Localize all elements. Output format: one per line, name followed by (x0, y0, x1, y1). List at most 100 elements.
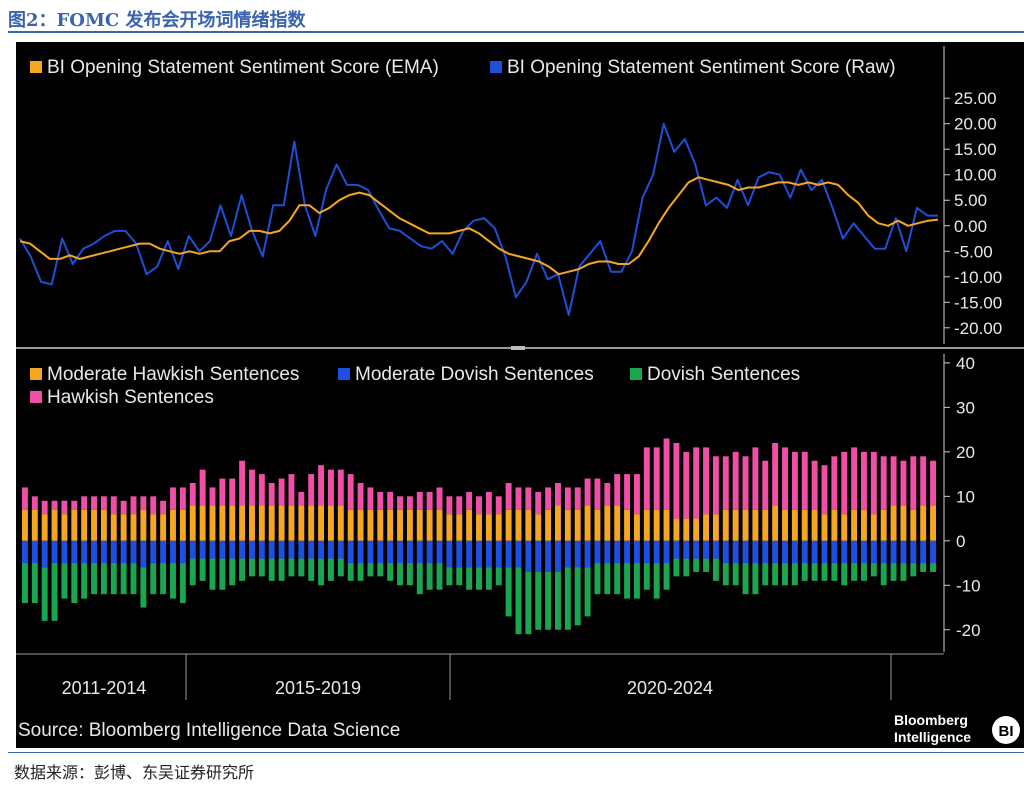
bar-moderate-hawkish (564, 509, 571, 541)
bar-moderate-hawkish (742, 509, 749, 541)
bar-hawkish (219, 478, 226, 506)
bar-moderate-dovish (673, 540, 680, 559)
bar-dovish (239, 558, 246, 581)
bar-hawkish (160, 500, 167, 515)
bar-moderate-dovish (179, 540, 186, 564)
bar-hawkish (525, 487, 532, 510)
bar-moderate-hawkish (61, 514, 68, 541)
bar-hawkish (100, 496, 107, 510)
bar-dovish (179, 563, 186, 604)
bar-hawkish (367, 487, 374, 510)
source-label: Source: Bloomberg Intelligence Data Scie… (18, 720, 400, 741)
bar-hawkish (782, 447, 788, 510)
x-group-label-2020-2024: 2020-2024 (627, 678, 713, 698)
bar-moderate-dovish (426, 540, 433, 564)
bar-moderate-hawkish (703, 514, 709, 541)
bar-hawkish (910, 456, 917, 510)
bar-hawkish (406, 496, 413, 510)
bar-moderate-dovish (791, 540, 798, 564)
bar-moderate-dovish (219, 540, 226, 559)
bar-moderate-hawkish (397, 509, 403, 541)
bar-moderate-hawkish (446, 514, 453, 541)
bar-hawkish (91, 496, 97, 510)
bar-hawkish (722, 456, 729, 510)
bar-hawkish (278, 478, 285, 506)
bar-moderate-dovish (397, 540, 403, 564)
bar-moderate-dovish (189, 540, 196, 559)
bar-moderate-dovish (722, 540, 729, 564)
bar-moderate-dovish (851, 540, 858, 564)
bar-hawkish (851, 447, 858, 510)
bar-moderate-dovish (446, 540, 453, 568)
bar-moderate-hawkish (643, 509, 650, 541)
bar-dovish (327, 558, 334, 581)
bar-moderate-dovish (416, 540, 423, 564)
bar-dovish (71, 563, 78, 604)
line-ytick-label: 15.00 (954, 140, 997, 159)
bar-moderate-dovish (81, 540, 88, 564)
bar-dovish (120, 563, 127, 595)
bar-moderate-hawkish (574, 509, 581, 541)
bar-moderate-hawkish (791, 509, 798, 541)
bar-moderate-dovish (318, 540, 325, 559)
bar-dovish (456, 567, 463, 586)
bar-dovish (170, 563, 176, 599)
legend-swatch-hawkish (30, 391, 42, 403)
bar-moderate-dovish (782, 540, 788, 564)
bar-dovish (742, 563, 749, 595)
bar-moderate-dovish (387, 540, 394, 564)
bar-moderate-hawkish (110, 514, 117, 541)
bar-hawkish (801, 451, 808, 510)
bar-dovish (110, 563, 117, 595)
bar-series-group (21, 438, 937, 635)
bar-dovish (466, 567, 473, 590)
legend-label-hawkish: Hawkish Sentences (47, 387, 214, 408)
bar-ytick-label: 30 (956, 398, 975, 417)
bar-moderate-hawkish (51, 509, 58, 541)
bar-dovish (140, 567, 147, 608)
bar-hawkish (130, 496, 137, 515)
bar-moderate-dovish (821, 540, 828, 564)
bar-hawkish (712, 456, 719, 515)
bar-dovish (673, 558, 680, 577)
bar-dovish (298, 558, 305, 577)
bar-moderate-dovish (683, 540, 690, 559)
bar-moderate-hawkish (81, 509, 88, 541)
bar-moderate-hawkish (189, 505, 196, 541)
bar-hawkish (495, 496, 502, 515)
bar-hawkish (535, 491, 542, 515)
bar-hawkish (416, 491, 423, 510)
bar-moderate-hawkish (466, 509, 473, 541)
bar-moderate-dovish (406, 540, 413, 564)
bar-hawkish (51, 500, 58, 510)
bar-moderate-hawkish (476, 514, 482, 541)
bar-dovish (249, 558, 255, 577)
bar-hawkish (920, 456, 927, 506)
bar-dovish (91, 563, 97, 595)
brand-bloomberg: Bloomberg (894, 712, 968, 728)
bar-dovish (930, 563, 937, 572)
bar-moderate-dovish (209, 540, 216, 559)
bar-moderate-dovish (377, 540, 384, 564)
bar-hawkish (150, 496, 157, 515)
bar-dovish (801, 563, 808, 581)
bar-moderate-hawkish (930, 505, 937, 541)
bar-moderate-hawkish (910, 509, 917, 541)
bar-dovish (268, 558, 275, 581)
bar-dovish (861, 563, 867, 581)
bar-moderate-hawkish (673, 518, 680, 541)
bar-moderate-dovish (900, 540, 907, 564)
bar-moderate-dovish (120, 540, 127, 564)
bar-moderate-hawkish (140, 509, 147, 541)
panel-divider-grip[interactable] (511, 346, 525, 350)
bar-moderate-hawkish (278, 505, 285, 541)
bar-moderate-hawkish (614, 505, 621, 541)
bar-moderate-hawkish (831, 509, 838, 541)
bar-hawkish (673, 442, 680, 519)
bar-hawkish (357, 482, 364, 510)
bar-dovish (199, 558, 206, 581)
bar-hawkish (140, 496, 147, 510)
bar-ytick-label: 20 (956, 443, 975, 462)
series-ema-line (19, 176, 939, 276)
bar-hawkish (258, 474, 265, 506)
